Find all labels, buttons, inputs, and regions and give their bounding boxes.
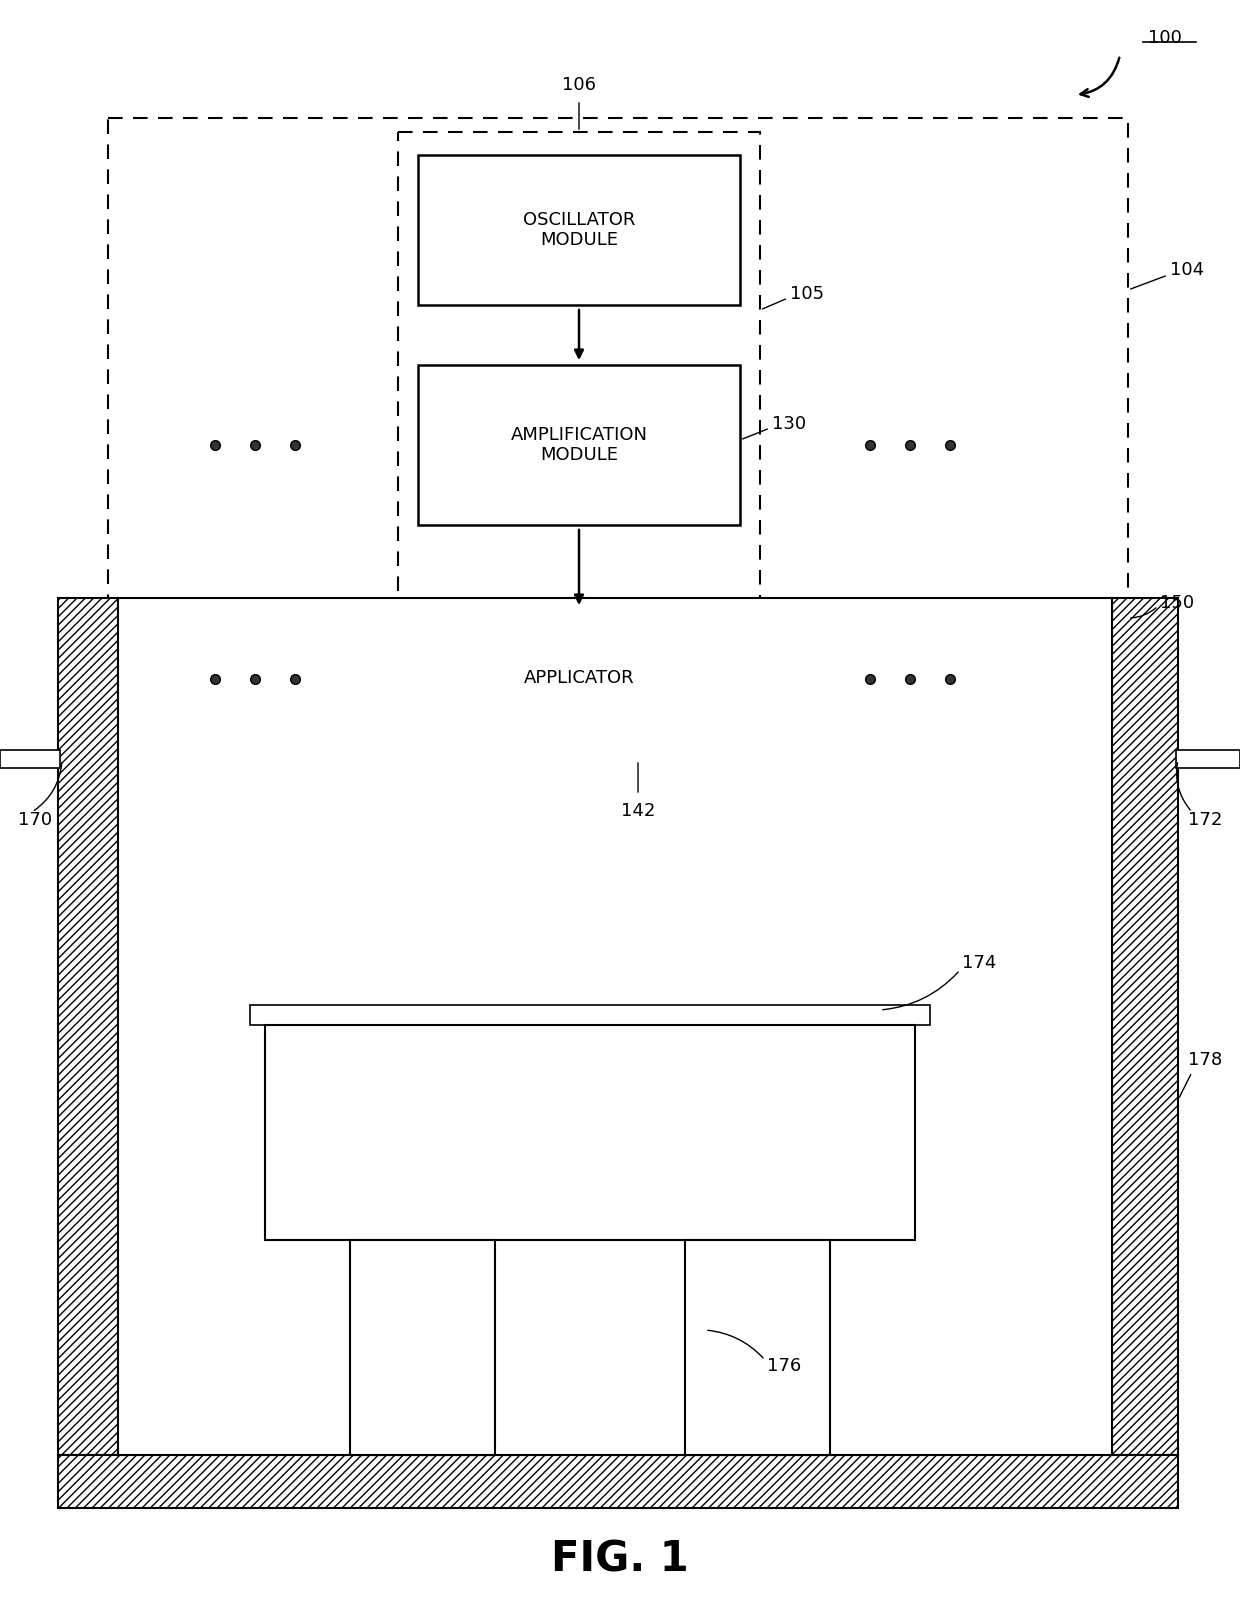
- Text: 100: 100: [1148, 29, 1182, 46]
- Text: APPLICATOR: APPLICATOR: [523, 669, 635, 687]
- Bar: [250, 1005, 930, 1025]
- Bar: [108, 118, 1128, 755]
- Text: 174: 174: [962, 953, 997, 973]
- Bar: [58, 597, 118, 1455]
- Text: AMPLIFICATION
MODULE: AMPLIFICATION MODULE: [511, 425, 647, 465]
- Bar: [418, 155, 740, 305]
- Text: 178: 178: [1188, 1051, 1223, 1068]
- Text: OSCILLATOR
MODULE: OSCILLATOR MODULE: [523, 211, 635, 249]
- Text: 104: 104: [1171, 260, 1204, 279]
- Text: 170: 170: [19, 811, 52, 829]
- Text: FIG. 1: FIG. 1: [551, 1540, 689, 1581]
- Bar: [108, 597, 1128, 760]
- Bar: [398, 133, 760, 612]
- Text: 142: 142: [621, 802, 655, 819]
- Bar: [118, 597, 1112, 1455]
- Text: 150: 150: [1159, 594, 1194, 612]
- Bar: [418, 610, 740, 746]
- Bar: [0, 751, 60, 768]
- Bar: [1112, 597, 1178, 1455]
- Text: 105: 105: [790, 284, 825, 303]
- Bar: [350, 1239, 495, 1455]
- Text: 176: 176: [768, 1357, 801, 1375]
- Bar: [1176, 751, 1240, 768]
- Bar: [58, 1455, 1178, 1508]
- Text: 172: 172: [1188, 811, 1223, 829]
- Bar: [418, 366, 740, 525]
- Text: 106: 106: [562, 77, 596, 94]
- Bar: [265, 1025, 915, 1239]
- Text: 130: 130: [773, 415, 806, 433]
- Bar: [684, 1239, 830, 1455]
